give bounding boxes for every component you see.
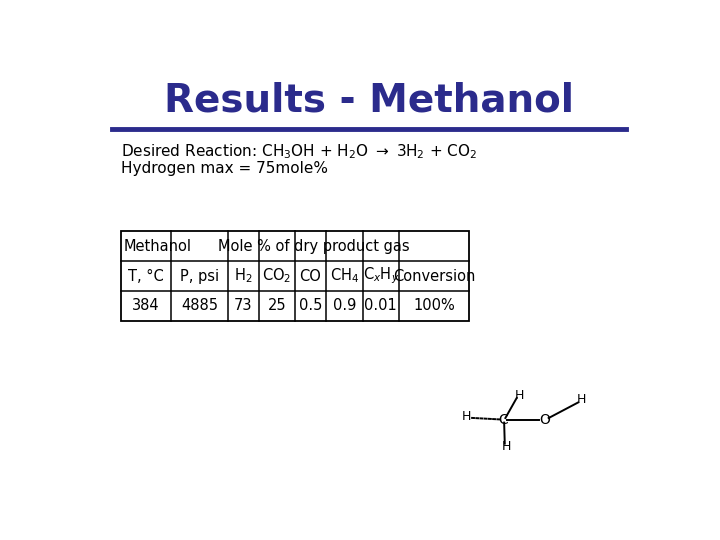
Text: T, °C: T, °C (128, 268, 164, 284)
Text: H: H (577, 393, 586, 406)
Text: 384: 384 (132, 299, 160, 313)
Text: H: H (515, 389, 524, 402)
Text: O: O (539, 413, 550, 427)
Text: Conversion: Conversion (393, 268, 475, 284)
Text: CO$_2$: CO$_2$ (262, 267, 292, 285)
Text: Mole % of dry product gas: Mole % of dry product gas (217, 239, 409, 254)
Text: 4885: 4885 (181, 299, 218, 313)
Text: Results - Methanol: Results - Methanol (164, 81, 574, 119)
Text: C$_x$H$_y$: C$_x$H$_y$ (363, 266, 399, 286)
Text: 25: 25 (267, 299, 286, 313)
Text: 100%: 100% (413, 299, 455, 313)
Text: H: H (501, 440, 510, 453)
Text: 0.01: 0.01 (364, 299, 397, 313)
Text: CO: CO (300, 268, 321, 284)
Text: P, psi: P, psi (180, 268, 219, 284)
Text: H: H (462, 410, 471, 423)
Text: CH$_4$: CH$_4$ (330, 267, 359, 285)
Text: 0.5: 0.5 (299, 299, 323, 313)
Text: C: C (498, 413, 508, 427)
Text: 73: 73 (234, 299, 252, 313)
Text: 0.9: 0.9 (333, 299, 356, 313)
Text: H$_2$: H$_2$ (234, 267, 252, 285)
Text: Methanol: Methanol (124, 239, 192, 254)
Text: Desired Reaction: CH$_3$OH + H$_2$O $\rightarrow$ 3H$_2$ + CO$_2$: Desired Reaction: CH$_3$OH + H$_2$O $\ri… (121, 143, 477, 161)
Text: Hydrogen max = 75mole%: Hydrogen max = 75mole% (121, 161, 328, 176)
Bar (121, 231, 469, 321)
